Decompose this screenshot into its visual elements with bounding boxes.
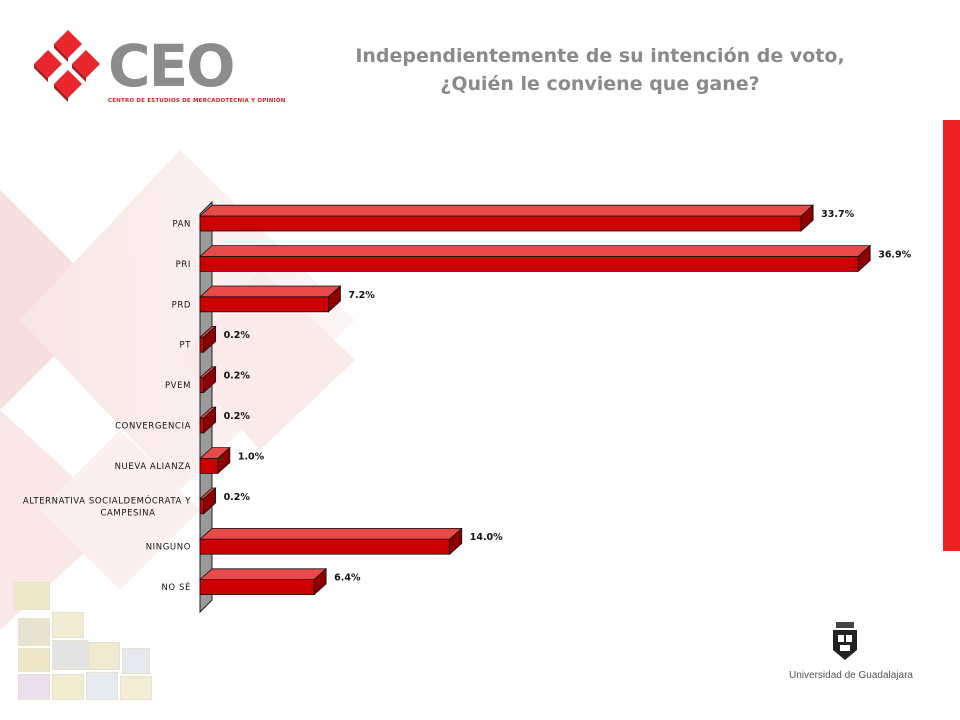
value-label-0: 33.7% xyxy=(821,209,854,220)
bar-top-1 xyxy=(198,245,872,257)
bar-top-0 xyxy=(198,204,815,217)
photo-collage xyxy=(14,582,164,702)
bar-front-9 xyxy=(199,579,315,596)
bar-side-8 xyxy=(449,527,463,556)
title-line-1: Independientemente de su intención de vo… xyxy=(355,45,845,67)
university-seal-icon xyxy=(833,622,857,660)
bar-front-6 xyxy=(199,457,219,474)
bar-side-9 xyxy=(313,567,327,596)
logo-wordmark: CEO xyxy=(108,32,235,100)
value-label-8: 14.0% xyxy=(470,532,503,543)
bar-front-8 xyxy=(199,538,451,555)
value-label-7: 0.2% xyxy=(224,492,251,503)
value-label-2: 7.2% xyxy=(348,290,375,301)
bar-side-7 xyxy=(203,487,216,515)
ceo-logo-mark xyxy=(34,30,100,102)
bar-front-2 xyxy=(199,296,329,313)
bar-side-6 xyxy=(217,446,231,475)
bar-chart: 33.7% PAN 36.9% PRI 7.2% PRD 0.2% PT 0.2% PVEM 0.2… xyxy=(23,200,912,614)
category-label-4: PVEM xyxy=(165,381,191,391)
bar-side-3 xyxy=(203,325,216,354)
category-label-1: PRI xyxy=(176,260,191,270)
bar-side-1 xyxy=(857,244,871,273)
value-label-3: 0.2% xyxy=(224,330,251,341)
bar-front-0 xyxy=(199,215,802,232)
bar-top-8 xyxy=(198,527,463,540)
bar-front-7 xyxy=(199,498,204,515)
bar-side-0 xyxy=(800,204,814,232)
university-name: Universidad de Guadalajara xyxy=(789,670,913,681)
bar-top-2 xyxy=(198,285,342,298)
university-logo: Universidad de Guadalajara xyxy=(786,622,916,684)
bar-front-5 xyxy=(199,417,204,434)
bar-top-9 xyxy=(198,568,328,581)
category-label-7-1: CAMPESINA xyxy=(100,508,155,518)
category-label-2: PRD xyxy=(172,300,191,310)
value-label-4: 0.2% xyxy=(224,371,251,382)
category-label-0: PAN xyxy=(172,220,191,230)
category-label-5: CONVERGENCIA xyxy=(115,422,191,432)
bar-front-3 xyxy=(199,336,204,353)
bar-front-4 xyxy=(199,377,204,394)
accent-bar xyxy=(943,120,960,551)
category-label-3: PT xyxy=(179,341,191,351)
category-label-8: NINGUNO xyxy=(146,543,191,553)
bar-side-5 xyxy=(203,406,216,434)
category-label-9: NO SÉ xyxy=(161,581,191,593)
title-line-2: ¿Quién le conviene que gane? xyxy=(440,73,760,95)
value-label-5: 0.2% xyxy=(224,411,251,422)
category-label-7-0: ALTERNATIVA SOCIALDEMÓCRATA Y xyxy=(23,494,191,506)
logo-subtitle: CENTRO DE ESTUDIOS DE MERCADOTECNIA Y OP… xyxy=(108,98,286,104)
slide-title: Independientemente de su intención de vo… xyxy=(290,42,910,98)
bar-side-2 xyxy=(328,285,341,313)
bar-side-4 xyxy=(203,365,216,394)
category-label-6: NUEVA ALIANZA xyxy=(115,462,191,472)
value-label-6: 1.0% xyxy=(238,451,265,462)
ceo-logo: CEO CENTRO DE ESTUDIOS DE MERCADOTECNIA … xyxy=(28,28,285,118)
value-label-1: 36.9% xyxy=(878,249,911,260)
bar-front-1 xyxy=(199,256,859,272)
value-label-9: 6.4% xyxy=(334,573,361,584)
